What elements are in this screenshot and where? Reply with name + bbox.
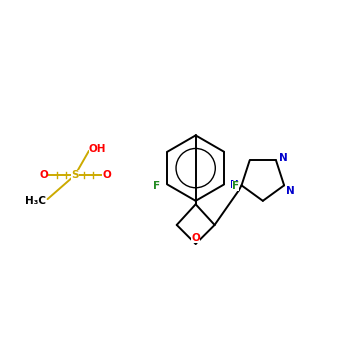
Text: S: S <box>71 170 79 180</box>
Text: N: N <box>286 186 295 196</box>
Text: O: O <box>191 233 200 243</box>
Text: N: N <box>230 180 238 190</box>
Text: O: O <box>103 170 111 180</box>
Text: N: N <box>279 153 288 163</box>
Text: F: F <box>153 181 160 191</box>
Text: F: F <box>232 181 239 191</box>
Text: O: O <box>39 170 48 180</box>
Text: OH: OH <box>89 144 106 154</box>
Text: H₃C: H₃C <box>25 196 46 206</box>
